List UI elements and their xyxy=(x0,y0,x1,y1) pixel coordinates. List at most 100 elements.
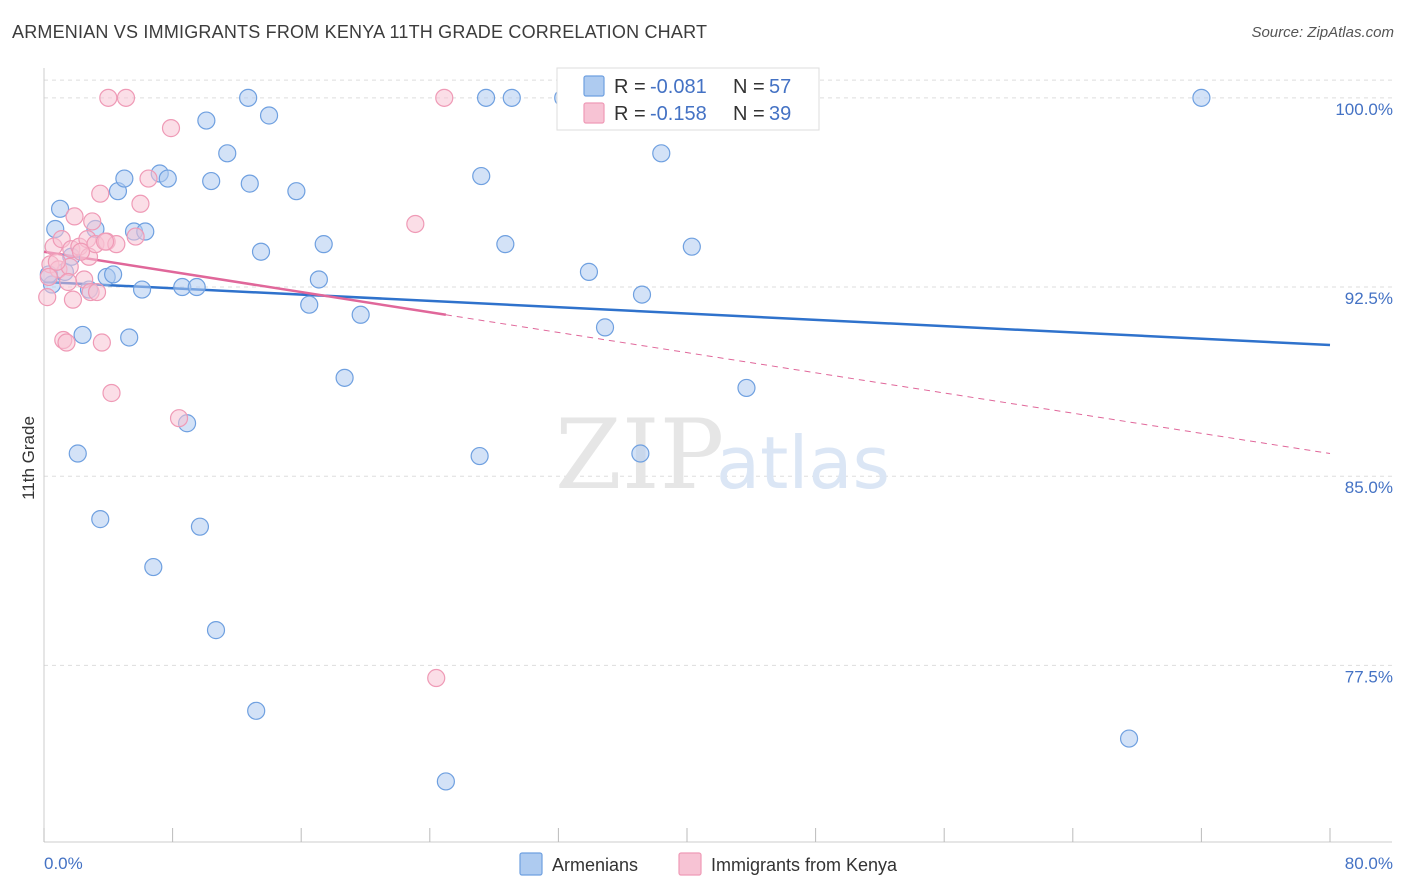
kenya-point xyxy=(39,267,58,287)
kenya-point xyxy=(83,212,102,231)
armenians-point xyxy=(579,262,599,281)
kenya-point xyxy=(95,232,115,251)
kenya-point xyxy=(59,272,78,292)
armenians-point xyxy=(502,88,521,107)
armenians-point xyxy=(120,328,139,347)
y-tick-label: 100.0% xyxy=(1335,100,1393,119)
armenians-point xyxy=(309,270,328,289)
data-points xyxy=(38,88,1211,791)
armenians-point xyxy=(187,277,206,297)
armenians-point xyxy=(631,444,650,463)
kenya-point xyxy=(91,184,110,203)
trend-lines xyxy=(43,250,1331,455)
kenya-legend-label: Immigrants from Kenya xyxy=(711,855,898,875)
axes: 0.0% 80.0% xyxy=(43,68,1393,873)
kenya-point xyxy=(435,88,454,107)
armenians-point xyxy=(259,106,279,125)
armenians-point xyxy=(73,325,92,345)
armenians-point xyxy=(632,285,652,304)
armenians-point xyxy=(335,368,354,387)
r-label: R = xyxy=(614,76,646,98)
kenya-point xyxy=(102,383,121,403)
y-tick-label: 85.0% xyxy=(1345,478,1393,497)
kenya-point xyxy=(99,88,118,107)
x-tick-label-max: 80.0% xyxy=(1345,854,1393,873)
armenians-point xyxy=(314,235,333,254)
r-value: -0.158 xyxy=(650,103,707,125)
y-tick-label: 77.5% xyxy=(1345,667,1393,686)
kenya-point xyxy=(38,288,57,307)
armenians-point xyxy=(476,88,496,107)
watermark: ZIP atlas xyxy=(555,399,890,511)
armenians-point xyxy=(91,510,110,529)
gridlines: 77.5% 85.0% 92.5% 100.0% xyxy=(44,79,1393,686)
armenians-point xyxy=(595,318,615,337)
armenians-point xyxy=(218,144,237,163)
n-label: N = xyxy=(733,103,765,125)
armenians-point xyxy=(240,174,259,193)
r-label: R = xyxy=(614,103,646,125)
armenians-point xyxy=(68,444,87,463)
source-label: Source: ZipAtlas.com xyxy=(1251,24,1394,41)
y-axis-label: 11th Grade xyxy=(19,416,38,500)
armenians-point xyxy=(190,517,210,536)
kenya-point xyxy=(139,169,158,188)
n-value: 57 xyxy=(769,76,791,98)
armenians-trend-line xyxy=(43,280,1331,347)
kenya-point xyxy=(161,119,181,138)
armenians-point xyxy=(472,166,491,186)
armenians-point xyxy=(737,378,756,398)
armenians-point xyxy=(50,199,70,218)
kenya-point xyxy=(406,214,425,234)
kenya-point xyxy=(169,409,189,428)
kenya-point xyxy=(63,290,83,309)
armenians-point xyxy=(1192,88,1211,107)
armenians-point xyxy=(202,171,221,191)
armenians-point xyxy=(132,280,152,299)
kenya-point xyxy=(427,668,446,688)
armenians-legend-swatch xyxy=(519,852,543,876)
kenya-point xyxy=(126,227,145,246)
watermark-atlas: atlas xyxy=(716,421,890,505)
n-label: N = xyxy=(733,76,765,98)
armenians-legend-label: Armenians xyxy=(552,855,638,875)
armenians-point xyxy=(197,111,216,130)
armenians-point xyxy=(206,621,226,640)
chart-title: ARMENIAN VS IMMIGRANTS FROM KENYA 11TH G… xyxy=(12,22,708,42)
armenians-point xyxy=(239,88,258,107)
armenians-point xyxy=(251,242,271,261)
n-value: 39 xyxy=(769,103,791,125)
kenya-point xyxy=(71,242,91,261)
kenya-legend-swatch xyxy=(583,102,605,124)
r-value: -0.081 xyxy=(650,76,707,98)
armenians-point xyxy=(470,446,489,466)
armenians-point xyxy=(496,235,515,254)
armenians-point xyxy=(144,557,163,577)
kenya-point xyxy=(87,282,107,302)
stats-legend: R = -0.081 N = 57 R = -0.158 N = 39 xyxy=(556,67,820,131)
armenians-point xyxy=(300,295,319,314)
armenians-point xyxy=(247,701,266,720)
armenians-point xyxy=(1119,729,1139,748)
kenya-point xyxy=(131,194,150,213)
y-tick-label: 92.5% xyxy=(1345,289,1393,308)
kenya-point xyxy=(65,207,84,226)
kenya-legend-swatch xyxy=(678,852,702,876)
bottom-legend: Armenians Immigrants from Kenya xyxy=(519,852,898,876)
kenya-point xyxy=(116,88,136,107)
kenya-point xyxy=(57,333,76,352)
x-tick-label-min: 0.0% xyxy=(44,854,83,873)
armenians-point xyxy=(652,144,671,163)
kenya-point xyxy=(47,252,66,271)
armenians-point xyxy=(351,305,370,324)
armenians-point xyxy=(682,237,701,256)
kenya-trend-line xyxy=(43,250,447,317)
armenians-legend-swatch xyxy=(583,75,605,97)
armenians-point xyxy=(287,182,306,201)
armenians-point xyxy=(158,169,177,188)
armenians-point xyxy=(436,772,455,791)
armenians-point xyxy=(104,265,123,284)
kenya-point xyxy=(92,333,111,352)
armenians-point xyxy=(115,169,134,188)
